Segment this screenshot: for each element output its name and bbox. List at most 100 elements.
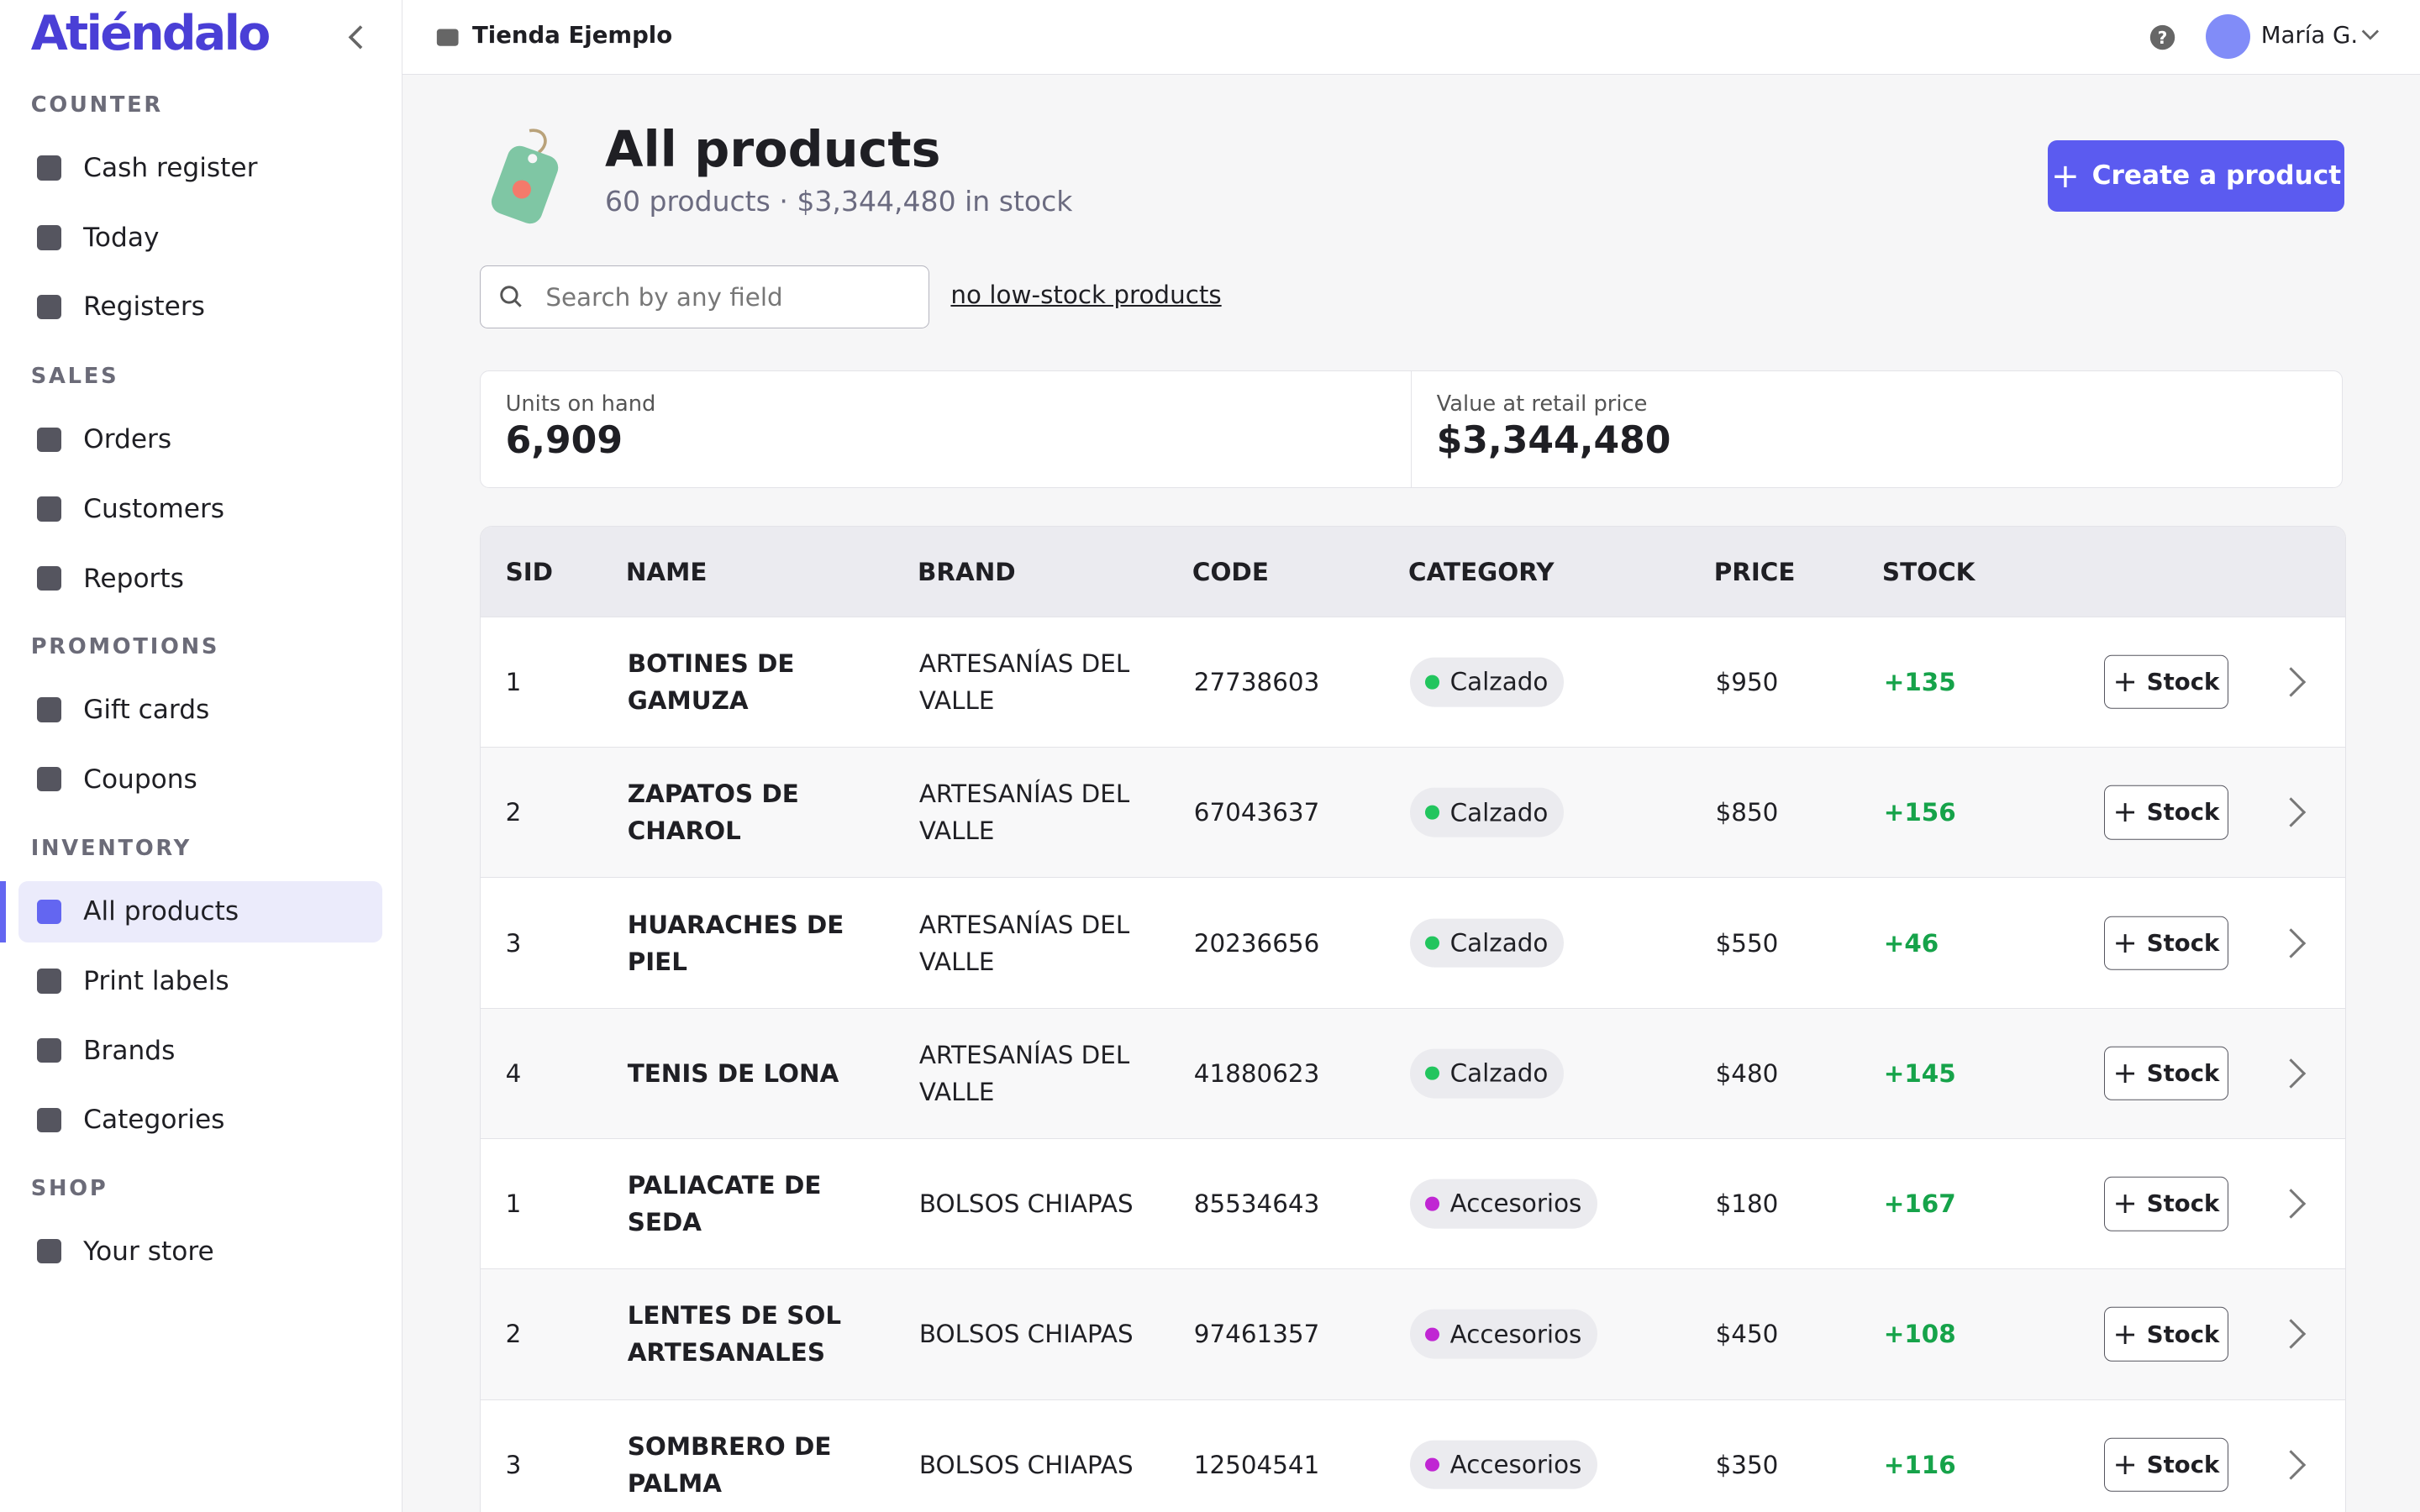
code: 67043637: [1193, 798, 1320, 827]
page-subtitle: 60 products · $3,344,480 in stock: [604, 185, 1073, 218]
code: 12504541: [1193, 1450, 1320, 1479]
code: 20236656: [1193, 928, 1320, 958]
stat-value: 6,909: [505, 419, 623, 463]
add-stock-button[interactable]: + Stock: [2104, 654, 2228, 710]
add-stock-button[interactable]: + Stock: [2104, 916, 2228, 970]
add-stock-button[interactable]: + Stock: [2104, 785, 2228, 840]
row-chevron[interactable]: [2275, 1449, 2306, 1480]
plus-icon: +: [2112, 1447, 2138, 1482]
nav-label: Registers: [83, 291, 205, 323]
brand: BOLSOS CHIAPAS: [918, 1450, 1134, 1479]
brand: ARTESANÍAS DEL VALLE: [918, 780, 1130, 846]
nav-label: Print labels: [83, 966, 229, 997]
user-menu-chevron[interactable]: [2360, 26, 2381, 45]
nav-item[interactable]: Registers: [18, 276, 382, 338]
nav-icon: [37, 496, 62, 522]
row-chevron[interactable]: [2275, 927, 2306, 958]
add-stock-label: Stock: [2146, 668, 2220, 696]
brand: ARTESANÍAS DEL VALLE: [918, 648, 1130, 715]
help-icon[interactable]: ?: [2149, 24, 2176, 51]
plus-icon: +: [2112, 1056, 2138, 1090]
table-row[interactable]: 2 LENTES DE SOL ARTESANALES BOLSOS CHIAPAS…: [481, 1268, 2345, 1399]
row-chevron[interactable]: [2275, 1189, 2306, 1219]
stock: +46: [1883, 928, 1939, 958]
nav-item[interactable]: All products: [18, 880, 383, 943]
plus-icon: +: [2112, 1187, 2138, 1221]
product-name: TENIS DE LONA: [627, 1058, 839, 1088]
section-title: COUNTER: [30, 92, 163, 118]
product-name: HUARACHES DE PIEL: [627, 910, 844, 976]
product-name: LENTES DE SOL ARTESANALES: [627, 1301, 842, 1368]
stock: +116: [1883, 1450, 1956, 1479]
low-stock-link[interactable]: no low-stock products: [950, 281, 1222, 310]
category-pill: Calzado: [1409, 787, 1564, 837]
add-stock-label: Stock: [2146, 929, 2220, 957]
sid: 2: [505, 798, 522, 827]
nav-item[interactable]: Today: [18, 207, 382, 268]
nav-icon: [37, 427, 62, 453]
product-name: ZAPATOS DE CHAROL: [627, 780, 799, 846]
nav-label: Reports: [83, 563, 184, 594]
code: 85534643: [1193, 1189, 1320, 1219]
table-row[interactable]: 2 ZAPATOS DE CHAROL ARTESANÍAS DEL VALLE 67…: [481, 747, 2345, 878]
row-chevron[interactable]: [2275, 1058, 2306, 1089]
nav-item[interactable]: Reports: [18, 548, 382, 609]
section-title: SHOP: [30, 1175, 108, 1201]
nav-item[interactable]: Brands: [18, 1020, 382, 1081]
nav-item[interactable]: Print labels: [18, 950, 382, 1011]
nav-item[interactable]: Cash register: [18, 137, 382, 198]
store-name[interactable]: Tienda Ejemplo: [472, 21, 673, 49]
nav-item[interactable]: Customers: [18, 478, 382, 539]
add-stock-label: Stock: [2146, 799, 2220, 827]
plus-icon: +: [2112, 1317, 2138, 1352]
add-stock-button[interactable]: + Stock: [2104, 1176, 2228, 1231]
nav-item[interactable]: Coupons: [18, 748, 382, 810]
table-row[interactable]: 3 HUARACHES DE PIEL ARTESANÍAS DEL VALLE 20…: [481, 877, 2345, 1007]
category-dot: [1425, 1457, 1439, 1472]
sid: 3: [505, 928, 522, 958]
price: $180: [1715, 1189, 1779, 1219]
table-row[interactable]: 3 SOMBRERO DE PALMA BOLSOS CHIAPAS 12504541…: [481, 1399, 2345, 1512]
search-input[interactable]: Search by any field: [480, 265, 929, 329]
row-chevron[interactable]: [2275, 1319, 2306, 1350]
avatar[interactable]: [2205, 13, 2250, 59]
price: $480: [1715, 1058, 1779, 1088]
nav-item[interactable]: Your store: [18, 1221, 382, 1282]
category-label: Accesorios: [1449, 1189, 1582, 1219]
user-name[interactable]: María G.: [2260, 21, 2359, 49]
row-chevron[interactable]: [2275, 667, 2306, 697]
collapse-button[interactable]: [343, 22, 371, 53]
nav-item[interactable]: Gift cards: [18, 679, 382, 740]
logo: Atiéndalo: [30, 6, 271, 62]
add-stock-button[interactable]: + Stock: [2104, 1437, 2228, 1492]
nav-label: Today: [83, 222, 160, 253]
stat-label: Value at retail price: [1436, 391, 1648, 417]
add-stock-button[interactable]: + Stock: [2104, 1307, 2228, 1362]
stat-card: Value at retail price $3,344,480: [1411, 370, 2342, 487]
brand: BOLSOS CHIAPAS: [918, 1189, 1134, 1219]
table-row[interactable]: 1 BOTINES DE GAMUZA ARTESANÍAS DEL VALLE 27…: [481, 616, 2345, 747]
nav-icon: [37, 697, 62, 722]
add-stock-label: Stock: [2146, 1059, 2220, 1087]
nav-item[interactable]: Orders: [18, 409, 382, 470]
row-chevron[interactable]: [2275, 797, 2306, 827]
add-stock-button[interactable]: + Stock: [2104, 1046, 2228, 1101]
nav-label: Your store: [83, 1236, 214, 1267]
plus-icon: +: [2112, 664, 2138, 699]
nav-item[interactable]: Categories: [18, 1089, 382, 1151]
sid: 1: [505, 1189, 522, 1219]
create-product-button[interactable]: + Create a product: [2048, 140, 2344, 212]
products-table: SID NAME BRAND CODE CATEGORY PRICE STOCK 1 BOTIN…: [480, 526, 2346, 1512]
sid: 4: [505, 1058, 522, 1088]
nav-icon: [37, 1038, 62, 1063]
brand: ARTESANÍAS DEL VALLE: [918, 910, 1130, 976]
nav-label: Customers: [83, 494, 225, 525]
table-row[interactable]: 4 TENIS DE LONA ARTESANÍAS DEL VALLE 418806…: [481, 1007, 2345, 1138]
nav-label: Gift cards: [83, 694, 210, 725]
nav-label: Orders: [83, 424, 172, 455]
table-row[interactable]: 1 PALIACATE DE SEDA BOLSOS CHIAPAS 85534643…: [481, 1137, 2345, 1268]
category-dot: [1425, 936, 1439, 950]
create-product-label: Create a product: [2091, 160, 2342, 192]
nav-icon: [37, 566, 62, 591]
